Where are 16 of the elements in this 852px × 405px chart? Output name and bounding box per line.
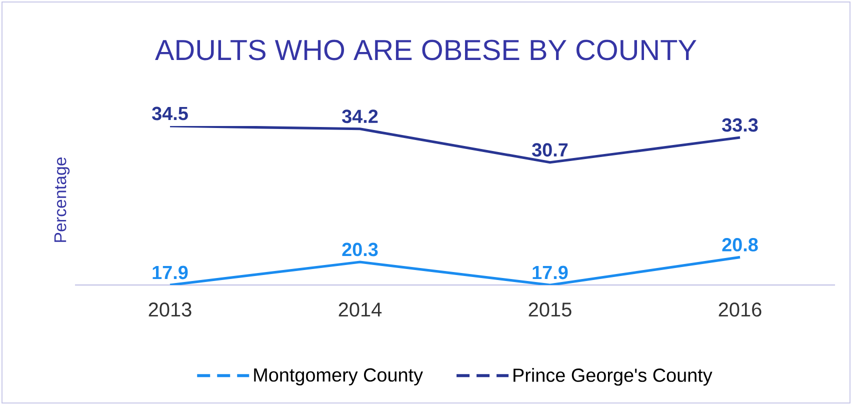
data-label: 30.7 [532,143,568,157]
data-label: 33.3 [722,118,758,132]
x-tick-label: 2015 [528,302,572,317]
chart-title: ADULTS WHO ARE OBESE BY COUNTY [155,40,696,60]
legend-label: Prince George's County [514,368,712,386]
data-label: 34.5 [152,106,188,120]
data-label: 17.9 [152,266,188,280]
legend-label: Montgomery County [254,368,423,386]
data-label: 20.8 [722,238,758,252]
x-tick-label: 2016 [718,302,762,317]
data-label: 17.9 [532,266,568,280]
data-label: 34.2 [342,110,378,124]
y-axis-title: Percentage [54,157,70,242]
x-tick-label: 2014 [338,302,382,317]
x-tick-label: 2013 [148,302,192,317]
data-label: 20.3 [342,242,378,256]
